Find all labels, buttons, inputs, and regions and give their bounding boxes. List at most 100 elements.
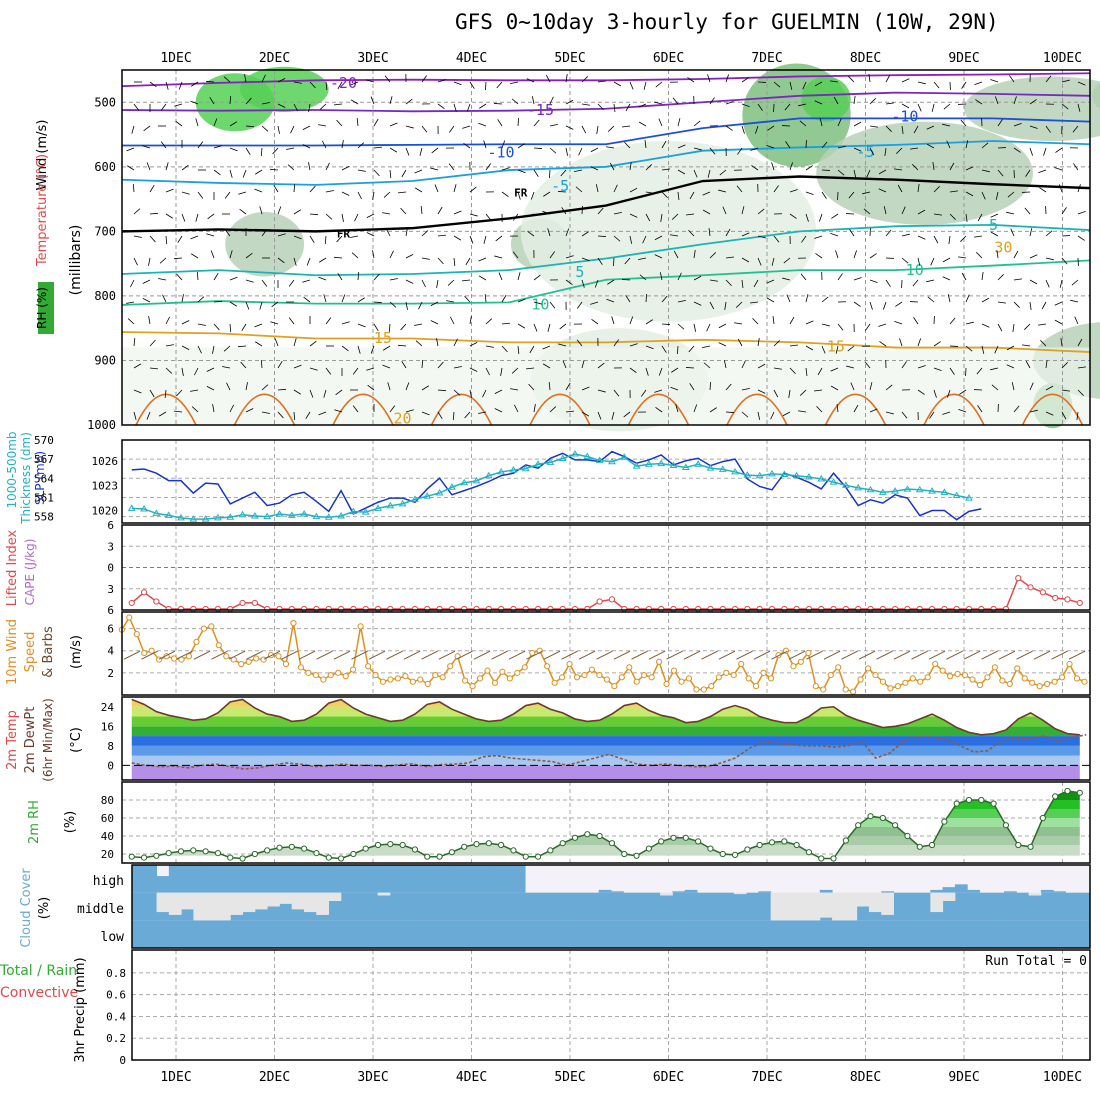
wind-barb bbox=[501, 322, 510, 325]
wind-speed-point bbox=[1058, 674, 1066, 681]
rh2m-point bbox=[301, 845, 308, 852]
wind-barb bbox=[293, 235, 302, 240]
lifted-index-point bbox=[621, 605, 628, 613]
wind-barb bbox=[994, 345, 999, 354]
wind-barb bbox=[229, 121, 237, 127]
wind-barb bbox=[894, 168, 903, 171]
thickness-point bbox=[263, 512, 272, 520]
cloud-low-bar bbox=[291, 920, 305, 948]
wind-barb bbox=[197, 345, 202, 354]
wind-barb bbox=[335, 389, 343, 396]
surface-wind-barb bbox=[876, 650, 893, 660]
temp-tick-label: 16 bbox=[101, 720, 114, 733]
wind-barb bbox=[785, 141, 791, 149]
wind-barb bbox=[722, 206, 727, 215]
wind-barb bbox=[917, 184, 920, 193]
thickness-point bbox=[965, 494, 973, 501]
wind-barb bbox=[175, 120, 183, 127]
wind-barb bbox=[446, 300, 455, 303]
cloud-low-bar bbox=[561, 920, 575, 948]
cloud-middle-gap bbox=[168, 892, 182, 915]
cloud-label-b: (%) bbox=[37, 897, 52, 920]
wind-barb bbox=[485, 345, 494, 348]
wind-barb bbox=[640, 389, 647, 397]
cloud-high-bar bbox=[291, 865, 305, 893]
surface-isotherm-arch bbox=[824, 393, 887, 426]
wind-barb bbox=[465, 257, 471, 266]
cloud-middle-gap bbox=[844, 892, 858, 921]
wind-barb bbox=[997, 169, 1004, 177]
wind-barb bbox=[223, 345, 231, 352]
cloud-low-bar bbox=[267, 920, 280, 948]
wind-barb bbox=[1024, 207, 1031, 215]
wind-speed-point bbox=[558, 674, 566, 681]
wind-barb bbox=[741, 257, 750, 263]
wind-barb bbox=[517, 117, 519, 127]
thickness-point bbox=[940, 488, 949, 495]
cloud-low-bar bbox=[696, 920, 710, 948]
cloud-middle-bar bbox=[365, 892, 379, 921]
wind-barb bbox=[197, 141, 204, 149]
cloud-middle-bar bbox=[611, 892, 624, 921]
wind-barb bbox=[565, 147, 569, 156]
wind-speed-point bbox=[253, 655, 260, 662]
cloud-high-bar bbox=[414, 865, 428, 893]
cloud-low-bar bbox=[475, 920, 489, 948]
lifted-index-point bbox=[608, 596, 616, 603]
cloud-middle-bar bbox=[696, 892, 710, 921]
surface-wind-barb bbox=[403, 650, 421, 660]
wind-barb bbox=[126, 147, 135, 152]
wind-barb bbox=[1029, 409, 1038, 413]
wind-barb bbox=[240, 361, 247, 369]
lifted-index-point bbox=[781, 605, 788, 613]
thickness-point bbox=[829, 478, 838, 485]
wind-speed-point bbox=[1014, 665, 1021, 672]
wind-barb bbox=[965, 191, 974, 197]
lifted-index-point bbox=[571, 605, 579, 613]
wind-barb bbox=[325, 317, 332, 325]
wind-barb bbox=[245, 408, 254, 413]
rh2m-point bbox=[498, 841, 505, 849]
dewpoint-line bbox=[131, 734, 1087, 770]
wind-barb bbox=[965, 294, 970, 303]
wind-barb bbox=[277, 233, 286, 237]
wind-speed-point bbox=[984, 674, 991, 681]
wind-barb bbox=[561, 207, 567, 215]
wind-barb bbox=[981, 297, 990, 303]
wind-barb bbox=[645, 367, 649, 376]
wind-barb bbox=[799, 389, 807, 396]
cloud-high-bar bbox=[267, 865, 280, 893]
wind-barb bbox=[878, 188, 887, 193]
wind-barb bbox=[350, 99, 359, 105]
thickness-point bbox=[608, 457, 616, 465]
wind-barb bbox=[597, 207, 604, 215]
wind-barb bbox=[948, 235, 951, 244]
wind10-label-c: & Barbs bbox=[41, 626, 56, 678]
cloud-high-bar bbox=[181, 865, 194, 893]
wind-barb bbox=[195, 118, 199, 127]
wind-barb bbox=[661, 191, 668, 199]
wind-barb bbox=[606, 146, 615, 149]
lifted-index-point bbox=[251, 599, 258, 607]
wind-barb bbox=[913, 317, 919, 325]
wind-barb bbox=[478, 122, 487, 127]
rh-band bbox=[131, 800, 1080, 809]
cloud-middle-bar bbox=[635, 892, 649, 921]
surface-wind-barb bbox=[456, 650, 473, 660]
wind-barb bbox=[372, 191, 375, 200]
wind-barb bbox=[277, 103, 286, 108]
wind-barb bbox=[835, 250, 839, 259]
wind-barb bbox=[991, 384, 999, 391]
wind-barb bbox=[597, 362, 605, 369]
wind-barb bbox=[293, 183, 296, 193]
wind-barb bbox=[386, 228, 391, 237]
wind-barb bbox=[997, 301, 1006, 304]
rh2m-point bbox=[177, 848, 185, 855]
wind-barb bbox=[645, 345, 654, 350]
wind-barb bbox=[597, 411, 602, 420]
wind-barb bbox=[181, 164, 189, 171]
rh-axis-label: RH (%) bbox=[35, 287, 49, 329]
wind-barb bbox=[463, 142, 471, 149]
wind-barb bbox=[207, 213, 215, 220]
wind-barb bbox=[245, 382, 248, 391]
